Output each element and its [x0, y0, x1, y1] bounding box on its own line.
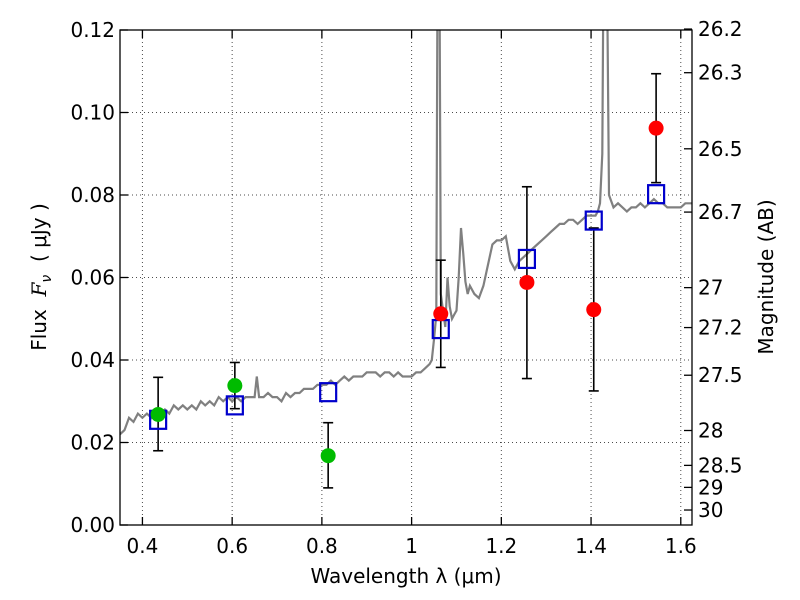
- x-tick-label: 1.2: [485, 534, 517, 558]
- error-bars: [153, 72, 662, 489]
- mag-tick-label: 28: [698, 419, 723, 443]
- y-axis-left-title-text: Flux: [27, 296, 51, 350]
- red-points: [433, 120, 664, 322]
- plot-frame: [119, 29, 693, 526]
- y-tick-label: 0.06: [70, 266, 115, 290]
- y-axis-left-title: Flux Fν ( μJy ): [27, 203, 55, 351]
- spectrum-line: [120, 30, 692, 436]
- green-point: [227, 378, 243, 394]
- y-tick-label: 0.00: [70, 513, 115, 537]
- y-axis-left: 0.00 0.02 0.04 0.06 0.08 0.10 0.12: [70, 18, 128, 537]
- model-point: [647, 184, 666, 205]
- y-axis-left-title-symbol: F: [27, 281, 51, 297]
- x-tick-label: 1: [405, 534, 418, 558]
- y-tick-label: 0.02: [70, 431, 115, 455]
- model-point: [584, 210, 603, 231]
- green-points: [150, 378, 336, 464]
- mag-tick-label: 27.5: [698, 363, 743, 387]
- mag-tick-label: 27.2: [698, 316, 743, 340]
- red-point: [648, 120, 664, 136]
- mag-tick-label: 29: [698, 475, 723, 499]
- y-tick-label: 0.12: [70, 18, 115, 42]
- grid-lines: [120, 29, 692, 526]
- y-axis-right-title: Magnitude (AB): [754, 199, 778, 354]
- x-axis: 0.4 0.6 0.8 1 1.2 1.4 1.6: [127, 30, 697, 558]
- red-point: [519, 274, 535, 290]
- x-tick-label: 0.8: [306, 534, 338, 558]
- mag-tick-label: 26.5: [698, 137, 743, 161]
- mag-tick-label: 27: [698, 276, 723, 300]
- x-tick-label: 1.4: [575, 534, 607, 558]
- y-tick-label: 0.04: [70, 348, 115, 372]
- model-point: [319, 382, 338, 403]
- x-tick-label: 0.6: [216, 534, 248, 558]
- green-point: [150, 406, 166, 422]
- mag-tick-label: 26.3: [698, 61, 743, 85]
- y-tick-label: 0.08: [70, 183, 115, 207]
- x-tick-label: 1.6: [665, 534, 697, 558]
- mag-tick-label: 26.7: [698, 200, 743, 224]
- red-point: [433, 306, 449, 322]
- y-tick-label: 0.10: [70, 101, 115, 125]
- model-point: [517, 248, 537, 270]
- y-axis-left-title-unit: ( μJy ): [27, 203, 51, 275]
- mag-tick-label: 30: [698, 498, 723, 522]
- x-tick-label: 0.4: [127, 534, 159, 558]
- red-point: [586, 302, 602, 318]
- mag-tick-label: 26.2: [698, 17, 743, 41]
- x-axis-title: Wavelength λ (μm): [310, 564, 501, 588]
- mag-tick-label: 28.5: [698, 453, 743, 477]
- model-point: [225, 395, 244, 416]
- y-axis-left-title-subscript: ν: [39, 275, 55, 283]
- green-point: [320, 448, 336, 464]
